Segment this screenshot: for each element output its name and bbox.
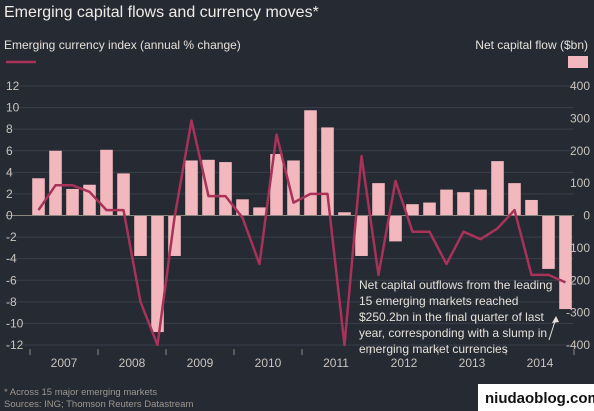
bar-series xyxy=(32,110,572,333)
right-tick-label: 100 xyxy=(570,176,590,190)
bar xyxy=(474,189,487,216)
annotation: Net capital outflows from the leading 15… xyxy=(359,278,559,356)
left-tick-label: 0 xyxy=(6,209,13,223)
left-axis-label: Emerging currency index (annual % change… xyxy=(4,38,241,52)
bar xyxy=(338,212,351,216)
bar xyxy=(134,215,147,256)
left-tick-label: 10 xyxy=(6,101,20,115)
left-tick-label: 2 xyxy=(6,187,13,201)
right-tick-label: 400 xyxy=(570,79,590,93)
x-tick-label: 2013 xyxy=(459,356,486,370)
line-series xyxy=(37,119,567,347)
annotation-line-2: 15 emerging markets reached xyxy=(359,294,518,308)
right-tick-label: -100 xyxy=(566,241,590,255)
watermark-box xyxy=(478,384,594,411)
bar xyxy=(49,150,62,216)
bar xyxy=(389,215,402,242)
left-tick-label: -10 xyxy=(6,316,24,330)
x-tick-label: 2011 xyxy=(323,356,349,370)
footnote: * Across 15 major emerging markets xyxy=(4,387,157,398)
x-tick-label: 2012 xyxy=(391,356,418,370)
bar xyxy=(100,149,113,216)
left-tick-label: -12 xyxy=(6,338,24,352)
bar xyxy=(185,160,198,216)
x-tick-label: 2008 xyxy=(119,356,146,370)
left-tick-label: -8 xyxy=(6,295,17,309)
bar xyxy=(304,110,317,216)
annotation-line-3: $250.2bn in the final quarter of last xyxy=(359,310,544,324)
source-note: Sources: ING; Thomson Reuters Datastream xyxy=(4,399,193,410)
right-tick-label: 300 xyxy=(570,111,590,125)
right-tick-label: 200 xyxy=(570,144,590,158)
right-ticks: 400 300 200 100 0 -100 -200 -300 -400 xyxy=(566,79,590,352)
right-tick-label: -300 xyxy=(566,306,590,320)
x-tick-label: 2007 xyxy=(51,356,78,370)
bar xyxy=(202,159,215,216)
left-tick-label: 4 xyxy=(6,165,13,179)
bar xyxy=(423,202,436,216)
bar xyxy=(440,189,453,216)
right-axis-label: Net capital flow ($bn) xyxy=(475,38,588,52)
bar xyxy=(83,184,96,216)
annotation-arrowhead xyxy=(552,316,559,323)
chart-title: Emerging capital flows and currency move… xyxy=(4,4,319,21)
bar xyxy=(253,207,266,216)
left-tick-label: 6 xyxy=(6,144,13,158)
annotation-line-4: year, corresponding with a slump in xyxy=(359,326,547,340)
left-tick-label: 8 xyxy=(6,122,13,136)
bar xyxy=(542,215,555,269)
bar xyxy=(559,215,572,310)
bar xyxy=(66,188,79,216)
bar xyxy=(457,192,470,216)
watermark: niudaoblog.com xyxy=(485,390,594,407)
bar xyxy=(236,199,249,216)
left-tick-label: 12 xyxy=(6,79,20,93)
left-ticks: 12 10 8 6 4 2 0 -2 -4 -6 -8 -10 -12 xyxy=(6,79,24,352)
x-tick-label: 2014 xyxy=(527,356,554,370)
right-tick-label: 0 xyxy=(583,209,590,223)
right-tick-label: -200 xyxy=(566,273,590,287)
bar xyxy=(406,204,419,216)
x-tick-label: 2010 xyxy=(255,356,282,370)
bar xyxy=(525,199,538,216)
left-tick-label: -2 xyxy=(6,230,17,244)
bar xyxy=(491,161,504,216)
bar xyxy=(151,215,164,333)
series-line xyxy=(37,119,567,347)
annotation-line-1: Net capital outflows from the leading xyxy=(359,278,552,292)
bar xyxy=(219,162,232,216)
right-tick-label: -400 xyxy=(566,338,590,352)
bar xyxy=(508,183,521,216)
annotation-line-5: emerging market currencies xyxy=(359,342,508,356)
x-ticks: 2007 2008 2009 2010 2011 2012 2013 2014 xyxy=(29,349,575,370)
bar xyxy=(117,173,130,216)
bar xyxy=(355,215,368,256)
right-legend-swatch xyxy=(568,56,588,68)
bar xyxy=(372,183,385,216)
x-tick-label: 2009 xyxy=(187,356,214,370)
left-tick-label: -4 xyxy=(6,252,17,266)
bar xyxy=(270,153,283,216)
left-tick-label: -6 xyxy=(6,273,17,287)
